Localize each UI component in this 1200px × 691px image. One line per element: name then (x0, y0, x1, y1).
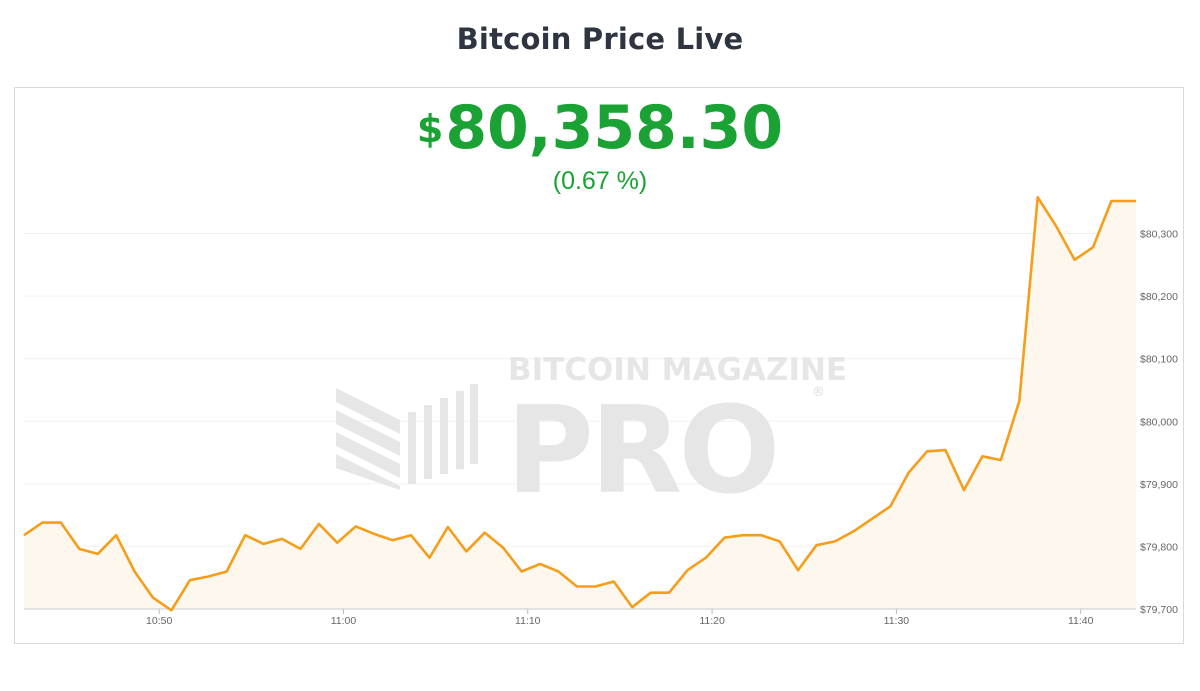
x-tick-label: 11:00 (331, 615, 357, 627)
y-tick-label: $80,300 (1140, 229, 1178, 241)
page-title: Bitcoin Price Live (456, 22, 744, 56)
x-tick-label: 11:10 (515, 615, 541, 627)
watermark: BITCOIN MAGAZINE PRO ® (336, 352, 847, 521)
x-axis-ticks: 10:50 11:00 11:10 11:20 11:30 11:40 (146, 609, 1094, 627)
price-area (24, 197, 1136, 611)
price-currency: $ (416, 107, 444, 151)
x-tick-label: 11:40 (1068, 615, 1094, 627)
current-price: $80,358.30 (0, 98, 1200, 158)
y-axis-ticks: $79,700 $79,800 $79,900 $80,000 $80,100 $80,2… (1140, 229, 1178, 616)
watermark-line2: PRO (506, 382, 776, 521)
price-line (23, 196, 1136, 612)
x-tick-label: 11:30 (884, 615, 910, 627)
y-tick-label: $80,100 (1140, 354, 1178, 366)
y-tick-label: $79,800 (1140, 541, 1178, 553)
y-tick-label: $80,200 (1140, 291, 1178, 303)
y-tick-label: $80,000 (1140, 416, 1178, 428)
watermark-logo-icon (336, 384, 478, 490)
y-tick-label: $79,900 (1140, 479, 1178, 491)
price-change: (0.67 %) (552, 167, 648, 195)
x-tick-label: 11:20 (699, 615, 725, 627)
watermark-registered-mark: ® (812, 385, 825, 400)
watermark-line1: BITCOIN MAGAZINE (508, 352, 847, 388)
y-tick-label: $79,700 (1140, 604, 1178, 616)
price-value: 80,358.30 (445, 93, 784, 163)
x-tick-label: 10:50 (146, 615, 172, 627)
